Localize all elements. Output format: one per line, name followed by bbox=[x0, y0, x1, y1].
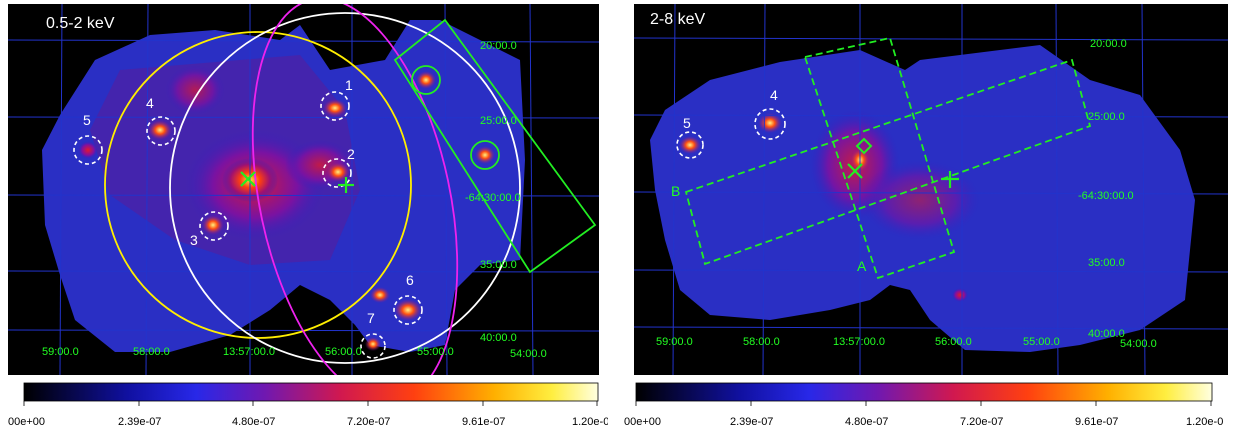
colorbar-tick: 7.20e-07 bbox=[347, 416, 390, 428]
ra-label: 13:57:00.0 bbox=[833, 336, 885, 348]
colorbar-tick: 00e+00 bbox=[624, 416, 661, 428]
coordinate-grid bbox=[634, 4, 1228, 375]
source-label-2: 2 bbox=[347, 146, 355, 162]
colorbar-tick: 9.61e-07 bbox=[1075, 416, 1118, 428]
dec-label: 20:00.0 bbox=[1090, 38, 1127, 50]
right-panel: 4 5 A B 20:00.0 25:00.0 -64:30:00.0 35:0… bbox=[620, 0, 1238, 432]
white-circle-region bbox=[169, 12, 521, 364]
colorbar-tick: 4.80e-07 bbox=[232, 416, 275, 428]
colorbar-tick: 2.39e-07 bbox=[118, 416, 161, 428]
plus-marker bbox=[941, 171, 959, 188]
dec-label: 35:00.0 bbox=[480, 259, 517, 271]
box-label-b: B bbox=[671, 183, 680, 199]
colorbar-tick: 9.61e-07 bbox=[462, 416, 505, 428]
dashed-box-b bbox=[684, 58, 1092, 266]
ra-label: 55:00.0 bbox=[417, 346, 454, 358]
colorbar-tick: 4.80e-07 bbox=[845, 416, 888, 428]
ra-label: 59:00.0 bbox=[656, 336, 693, 348]
colorbar bbox=[23, 382, 599, 402]
ra-label: 56:00.0 bbox=[325, 346, 362, 358]
box-label-a: A bbox=[857, 258, 867, 274]
colorbar-tick: 1.20e-0 bbox=[1186, 416, 1223, 428]
colorbar-tick: 2.39e-07 bbox=[730, 416, 773, 428]
source-label-1: 1 bbox=[345, 77, 353, 93]
dec-label: 40:00.0 bbox=[1088, 328, 1125, 340]
diamond-marker bbox=[855, 137, 873, 155]
source-circle-4 bbox=[754, 108, 786, 140]
plus-marker bbox=[338, 177, 354, 193]
x-marker bbox=[240, 171, 256, 187]
dashed-box-a bbox=[803, 36, 956, 280]
colorbar bbox=[635, 382, 1213, 402]
source-circle-5 bbox=[676, 131, 704, 159]
dec-label: 40:00.0 bbox=[480, 332, 517, 344]
right-panel-svg: 4 5 A B 20:00.0 25:00.0 -64:30:00.0 35:0… bbox=[624, 4, 1228, 428]
colorbar-tick: 7.20e-07 bbox=[960, 416, 1003, 428]
source-label-3: 3 bbox=[190, 232, 198, 248]
ra-label: 59:00.0 bbox=[42, 346, 79, 358]
source-label-7: 7 bbox=[367, 310, 375, 326]
ra-label: 58:00.0 bbox=[743, 336, 780, 348]
green-box-region bbox=[393, 18, 597, 274]
source-label-5: 5 bbox=[683, 115, 691, 131]
source-circle-6 bbox=[393, 295, 423, 325]
dec-label: 35:00.0 bbox=[1088, 257, 1125, 269]
ra-label: 55:00.0 bbox=[1023, 336, 1060, 348]
yellow-circle-region bbox=[104, 31, 412, 339]
green-source-circle bbox=[470, 140, 500, 170]
source-circle-5 bbox=[73, 135, 103, 165]
source-circle-4 bbox=[146, 116, 176, 146]
dec-label: -64:30:00.0 bbox=[465, 192, 521, 204]
band-label: 2-8 keV bbox=[650, 11, 705, 28]
ra-label: 58:00.0 bbox=[133, 346, 170, 358]
green-source-circle bbox=[411, 65, 441, 95]
dec-label: 20:00.0 bbox=[480, 40, 517, 52]
source-label-5: 5 bbox=[83, 112, 91, 128]
source-circle-2 bbox=[322, 158, 352, 188]
ra-label: 13:57:00.0 bbox=[223, 346, 275, 358]
dec-label: -64:30:00.0 bbox=[1078, 190, 1134, 202]
colorbar-tick: 00e+00 bbox=[8, 416, 45, 428]
source-circle-3 bbox=[199, 211, 229, 241]
dec-label: 25:00.0 bbox=[1088, 111, 1125, 123]
source-circle-7 bbox=[360, 333, 386, 359]
ra-label: 54:00.0 bbox=[1120, 338, 1157, 350]
left-panel-svg: 1 2 3 4 5 6 7 20:00.0 25:00.0 -64:30:00.… bbox=[8, 4, 608, 428]
source-label-6: 6 bbox=[406, 272, 414, 288]
colorbar-tick: 1.20e-0 bbox=[572, 416, 608, 428]
magenta-ellipse-region bbox=[251, 4, 459, 375]
ra-label: 56:00.0 bbox=[935, 336, 972, 348]
source-label-4: 4 bbox=[146, 95, 154, 111]
source-label-4: 4 bbox=[770, 87, 778, 103]
left-panel: 1 2 3 4 5 6 7 20:00.0 25:00.0 -64:30:00.… bbox=[0, 0, 608, 432]
ra-label: 54:00.0 bbox=[510, 348, 547, 360]
source-circle-1 bbox=[320, 91, 350, 121]
band-label: 0.5-2 keV bbox=[46, 15, 115, 32]
x-marker bbox=[847, 163, 863, 179]
dec-label: 25:00.0 bbox=[480, 115, 517, 127]
